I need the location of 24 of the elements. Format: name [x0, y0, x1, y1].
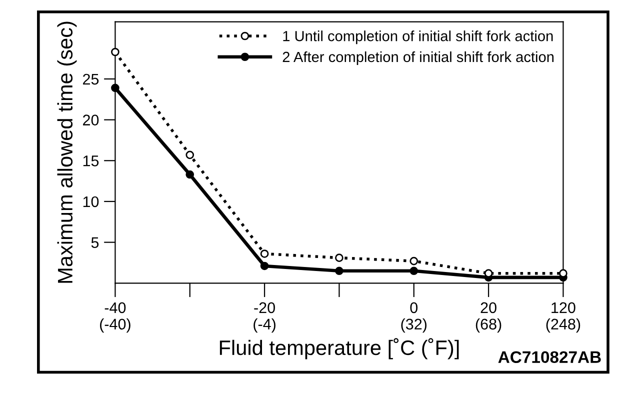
- point: [186, 170, 194, 179]
- y-tick-label: 25: [83, 74, 99, 85]
- point: [335, 254, 344, 262]
- point: [410, 266, 418, 276]
- point: [335, 266, 344, 276]
- y-tick-label: 5: [91, 237, 99, 248]
- y-tick-label: 20: [83, 114, 99, 126]
- point: [260, 250, 269, 258]
- x-tick-label: -40 (-40): [100, 302, 130, 333]
- x-tick-label: 120 (248): [546, 302, 580, 333]
- point: [186, 150, 194, 160]
- text: AC710827AB: [498, 351, 601, 364]
- x-tick-label: 20 (68): [476, 302, 502, 333]
- x-tick-label: -20 (-4): [254, 302, 276, 333]
- point: [111, 48, 120, 56]
- x-axis-title: Fluid temperature [˚C (˚F)]: [220, 338, 459, 360]
- point: [410, 256, 418, 266]
- point: [260, 262, 269, 270]
- y-tick-label: 15: [83, 156, 99, 166]
- y-axis-title: Maximum allowed time (sec): [57, 22, 77, 283]
- legend-label: 1 Until completion of initial shift fork action: [283, 30, 553, 44]
- y-tick-label: 10: [83, 196, 99, 208]
- legend-label: 2 After completion of initial shift fork action: [282, 51, 554, 66]
- x-tick-label: 0 (32): [401, 302, 427, 333]
